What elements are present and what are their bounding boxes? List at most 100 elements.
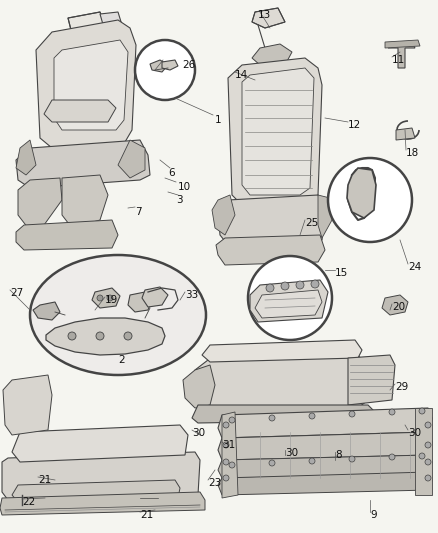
Text: 20: 20 [392,302,405,312]
Text: 25: 25 [305,218,318,228]
Text: 2: 2 [118,355,125,365]
Circle shape [389,409,395,415]
Circle shape [425,442,431,448]
Circle shape [281,282,289,290]
Circle shape [269,460,275,466]
Text: 14: 14 [235,70,248,80]
Text: 19: 19 [105,295,118,305]
Ellipse shape [30,255,206,375]
Circle shape [309,413,315,419]
Polygon shape [192,405,375,423]
Text: 33: 33 [185,290,198,300]
Text: 21: 21 [140,510,153,520]
Circle shape [349,456,355,462]
Polygon shape [16,140,150,188]
Text: 12: 12 [348,120,361,130]
Circle shape [223,422,229,428]
Circle shape [425,475,431,481]
Polygon shape [228,58,322,205]
Text: 8: 8 [335,450,342,460]
Polygon shape [242,68,314,195]
Text: 1: 1 [215,115,222,125]
Polygon shape [218,455,432,478]
Circle shape [269,415,275,421]
Polygon shape [318,195,332,238]
Polygon shape [3,375,52,435]
Text: 3: 3 [176,195,183,205]
Text: 22: 22 [22,497,35,507]
Text: 15: 15 [335,268,348,278]
Polygon shape [385,40,420,48]
Circle shape [296,281,304,289]
Text: 11: 11 [392,55,405,65]
Polygon shape [44,100,116,122]
Circle shape [389,454,395,460]
Polygon shape [142,287,168,307]
Polygon shape [348,355,395,405]
Polygon shape [16,140,36,175]
Text: 30: 30 [408,428,421,438]
Circle shape [223,475,229,481]
Circle shape [425,422,431,428]
Polygon shape [162,60,178,70]
Polygon shape [202,340,362,362]
Circle shape [229,417,235,423]
Circle shape [223,459,229,465]
Text: 24: 24 [408,262,421,272]
Circle shape [349,411,355,417]
Polygon shape [128,292,152,312]
Polygon shape [12,480,180,502]
Polygon shape [195,355,368,412]
Circle shape [107,295,113,301]
Polygon shape [68,12,106,34]
Polygon shape [118,140,145,178]
Text: 26: 26 [182,60,195,70]
Text: 30: 30 [285,448,298,458]
Polygon shape [16,220,118,250]
Text: 9: 9 [370,510,377,520]
Circle shape [135,40,195,100]
Circle shape [309,458,315,464]
Polygon shape [388,42,415,68]
Polygon shape [255,290,322,318]
Text: 10: 10 [178,182,191,192]
Circle shape [96,332,104,340]
Polygon shape [252,8,285,28]
Text: 21: 21 [38,475,51,485]
Circle shape [248,256,332,340]
Polygon shape [183,365,215,408]
Polygon shape [218,432,432,460]
Circle shape [266,284,274,292]
Polygon shape [54,40,128,130]
Circle shape [68,332,76,340]
Polygon shape [218,472,432,495]
Circle shape [229,462,235,468]
Text: 18: 18 [406,148,419,158]
Polygon shape [92,288,120,308]
Polygon shape [222,412,238,498]
Polygon shape [36,20,136,148]
Polygon shape [216,235,325,265]
Polygon shape [62,175,108,228]
Text: 29: 29 [395,382,408,392]
Text: 13: 13 [258,10,271,20]
Polygon shape [12,425,188,462]
Polygon shape [218,408,432,438]
Text: 7: 7 [135,207,141,217]
Polygon shape [396,128,415,140]
Polygon shape [0,492,205,515]
Polygon shape [212,195,235,235]
Circle shape [328,158,412,242]
Polygon shape [150,60,168,72]
Polygon shape [250,280,328,322]
Circle shape [311,280,319,288]
Polygon shape [218,195,325,245]
Text: 30: 30 [192,428,205,438]
Circle shape [223,442,229,448]
Polygon shape [33,302,60,320]
Text: 6: 6 [168,168,175,178]
Circle shape [124,332,132,340]
Text: 27: 27 [10,288,23,298]
Polygon shape [415,408,432,495]
Text: 23: 23 [208,478,221,488]
